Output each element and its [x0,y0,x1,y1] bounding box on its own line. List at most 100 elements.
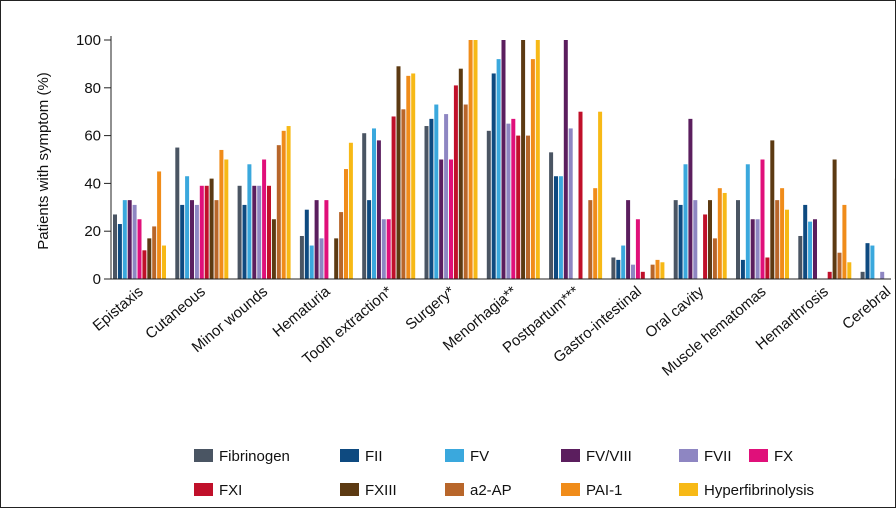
legend-swatch [561,449,580,462]
bar [152,226,157,279]
bar [760,159,765,279]
bar [736,200,740,279]
legend-label: FX [774,448,793,465]
bar [496,59,501,280]
bar [463,104,468,279]
bar [204,185,209,279]
legend-swatch [679,449,698,462]
legend-swatch [194,483,213,496]
bar [770,140,775,279]
bar [688,118,693,280]
bar [775,200,780,279]
bar [372,128,376,279]
legend-label: FVII [704,448,732,465]
bar [660,262,665,279]
bar [376,140,381,279]
bar [132,204,137,279]
legend: Fibrinogen FII FV FV/VIII FVII FX FXI FXIII a2-A… [194,448,814,499]
bar [453,85,458,279]
bar [299,235,304,279]
bar [501,40,506,279]
y-axis: 0 20 40 60 80 100 [76,32,112,288]
legend-item: a2-AP [445,482,512,499]
bar [511,118,516,280]
bar [798,235,803,279]
bar [558,176,563,279]
bar [271,219,276,279]
bar [324,200,329,279]
bars [113,40,895,280]
legend-item: FVII [679,448,732,465]
bar [142,250,147,279]
legend-item: FX [749,448,793,465]
bar [847,262,852,279]
y-tick-label: 60 [84,128,101,145]
bar [391,116,396,279]
bar [281,130,286,279]
legend-item: Fibrinogen [194,448,290,465]
legend-label: Fibrinogen [219,448,290,465]
bar [598,111,603,279]
bar [262,159,267,279]
bar [334,238,339,279]
x-tick-label: Muscle hematomas [659,283,770,380]
y-tick-label: 0 [93,271,101,288]
y-tick-label: 100 [76,32,101,49]
bar [439,159,444,279]
y-tick-label: 20 [84,223,101,240]
bar [750,219,755,279]
bar [880,271,885,279]
bar [247,164,252,279]
bar [209,178,214,279]
x-tick-label: Epistaxis [90,283,147,335]
bar [745,164,750,279]
bar [655,259,660,279]
bar [252,185,257,279]
y-tick-label: 40 [84,175,101,192]
bar [444,114,449,279]
bar [348,142,353,279]
legend-label: FXIII [365,482,397,499]
bar [137,219,142,279]
legend-swatch [340,449,359,462]
bar [621,245,626,279]
bar [267,185,271,279]
x-tick-label: Hematuria [269,283,333,341]
bar [304,209,309,279]
y-axis-label: Patients with symptom (%) [35,72,52,250]
legend-swatch [561,483,580,496]
bar [521,40,526,279]
bar [449,159,453,279]
bar [765,257,770,279]
legend-label: FV [470,448,489,465]
legend-label: PAI-1 [586,482,622,499]
bar [837,252,842,279]
bar [506,123,511,280]
legend-item: Hyperfibrinolysis [679,482,814,499]
bar [549,152,554,279]
bar [219,149,224,279]
bar [530,59,535,280]
bar [180,204,185,279]
bar [424,126,429,279]
bar [486,130,491,279]
bar [722,192,727,279]
legend-swatch [340,483,359,496]
bar [616,259,621,279]
x-tick-label: Oral cavity [642,283,708,342]
bar [127,200,132,279]
bar [516,135,521,279]
bar [468,40,473,279]
x-tick-label: Cerebral [839,283,894,333]
bar [785,209,789,279]
bar [808,221,813,279]
bar [491,73,496,280]
bar [650,264,655,279]
bar [147,238,152,279]
bar [242,204,247,279]
bar [162,245,166,279]
legend-item: FII [340,448,383,465]
bar [780,188,785,279]
